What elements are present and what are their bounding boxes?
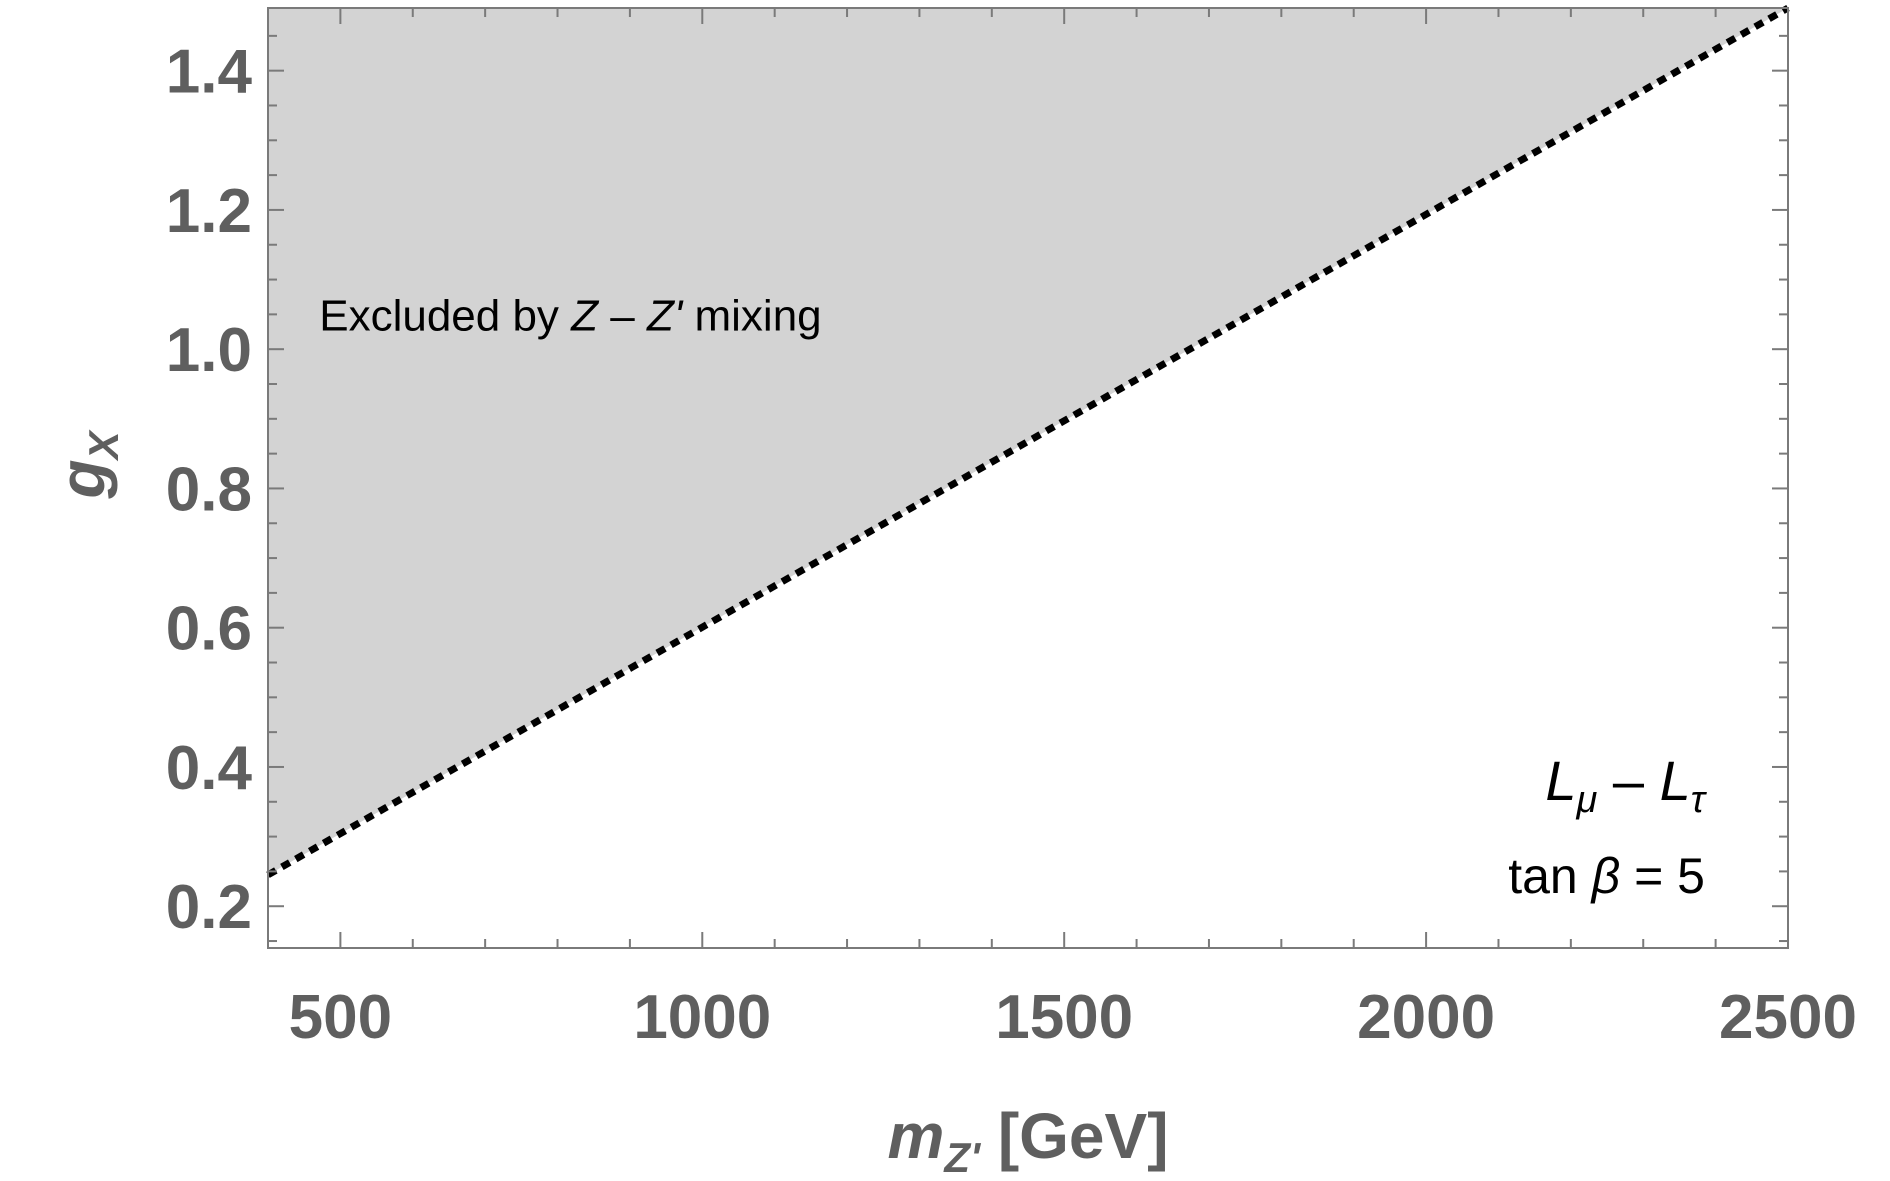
y-tick-label: 0.2 bbox=[166, 873, 252, 942]
y-axis-title-subscript: X bbox=[80, 428, 127, 461]
ticks-layer bbox=[267, 8, 1789, 948]
param-label: tan β = 5 bbox=[1508, 848, 1705, 904]
model-label-minus: – bbox=[1597, 749, 1659, 812]
y-tick-label: 0.8 bbox=[166, 455, 252, 524]
model-label-l2: L bbox=[1660, 749, 1691, 812]
boundary-dashed-line bbox=[266, 4, 1790, 878]
labels-layer: 500 1000 1500 2000 2500 0.2 0.4 0.6 0.8 1.0 1.2 1.4… bbox=[46, 38, 1857, 1181]
x-tick-label: 1000 bbox=[633, 983, 771, 1052]
x-tick-label: 2500 bbox=[1719, 983, 1857, 1052]
excluded-region-label: Excluded by Z – Z' mixing bbox=[319, 291, 821, 340]
x-axis-title-subscript: Z' bbox=[943, 1134, 982, 1181]
x-axis-title-unit: [GeV] bbox=[980, 1100, 1168, 1172]
param-label-prefix: tan bbox=[1508, 848, 1591, 904]
y-axis-title-main: g bbox=[46, 459, 118, 499]
x-axis-title-main: m bbox=[887, 1100, 944, 1172]
x-tick-label: 1500 bbox=[995, 983, 1133, 1052]
excluded-label-prefix: Excluded by bbox=[319, 291, 571, 340]
y-tick-label: 0.6 bbox=[166, 595, 252, 664]
y-axis-title: gX bbox=[46, 428, 127, 499]
y-tick-label: 1.0 bbox=[166, 316, 252, 385]
plot-frame bbox=[267, 7, 1789, 949]
excluded-label-z: Z bbox=[570, 291, 600, 340]
param-label-value: = 5 bbox=[1620, 848, 1705, 904]
param-label-symbol: β bbox=[1590, 848, 1621, 904]
model-label: Lμ – Lτ bbox=[1545, 749, 1707, 821]
excluded-label-suffix: mixing bbox=[682, 291, 821, 340]
y-tick-label: 0.4 bbox=[166, 734, 253, 803]
plot-area bbox=[266, 4, 1790, 949]
x-tick-label: 2000 bbox=[1357, 983, 1495, 1052]
model-label-l1: L bbox=[1545, 749, 1576, 812]
excluded-label-dash: – bbox=[598, 291, 647, 340]
model-label-l2-sub: τ bbox=[1691, 779, 1708, 821]
y-tick-label: 1.2 bbox=[166, 177, 252, 246]
x-tick-label: 500 bbox=[289, 983, 392, 1052]
excluded-label-zprime: Z' bbox=[646, 291, 684, 340]
model-label-l1-sub: μ bbox=[1576, 779, 1598, 821]
y-tick-label: 1.4 bbox=[166, 38, 253, 107]
x-axis-title: mZ' [GeV] bbox=[887, 1100, 1168, 1181]
